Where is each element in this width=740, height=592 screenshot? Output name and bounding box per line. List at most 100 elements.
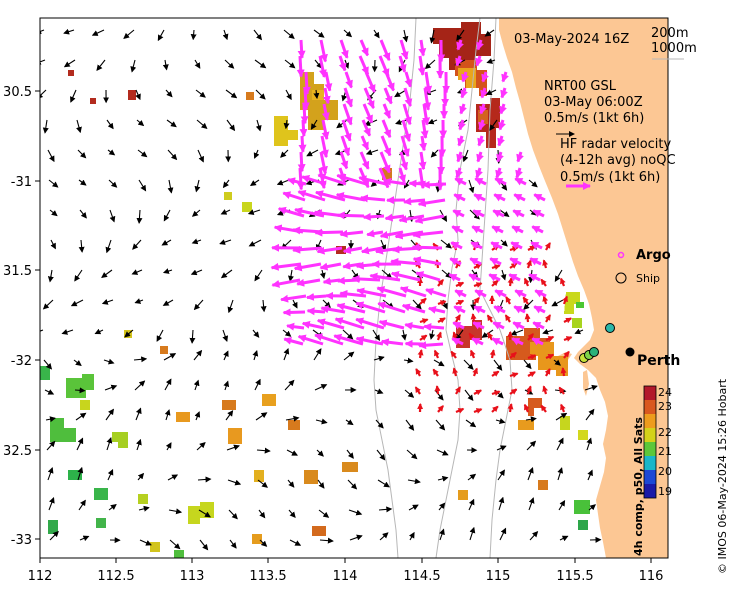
radar-vector: [516, 151, 524, 163]
gsl-vector: [193, 299, 204, 311]
radar-near-vector: [560, 367, 567, 377]
gsl-vector: [284, 59, 296, 69]
gsl-vector: [310, 119, 318, 130]
gsl-vector: [166, 119, 177, 128]
radar-vector: [319, 151, 328, 175]
gsl-vector: [135, 89, 141, 101]
radar-near-vector: [437, 405, 444, 413]
gsl-vector: [322, 299, 331, 309]
gsl-vector: [256, 447, 271, 454]
gsl-vector: [497, 469, 505, 481]
gsl-vector: [489, 119, 498, 131]
gsl-vector: [247, 209, 261, 215]
radar-vector: [488, 273, 501, 282]
radar-vector: [324, 71, 333, 92]
radar-near-vector: [415, 368, 422, 377]
gsl-vector: [161, 239, 172, 246]
gsl-vector: [50, 239, 56, 250]
gsl-vector: [124, 329, 134, 338]
radar-vector: [452, 321, 465, 330]
radar-near-vector: [507, 403, 514, 413]
radar-near-vector: [545, 335, 555, 342]
gsl-vector: [249, 179, 260, 186]
radar-near-vector: [433, 349, 440, 359]
gsl-vector: [79, 535, 90, 542]
sst-patches: [40, 22, 590, 558]
gsl-vector: [438, 502, 446, 511]
colorbar-tick: 23: [658, 400, 672, 413]
colorbar-tick: 20: [658, 465, 672, 478]
radar-vector: [376, 286, 407, 298]
gsl-vector: [485, 89, 497, 96]
gsl-vector: [345, 419, 354, 426]
gsl-vector: [107, 468, 114, 481]
gsl-vector: [380, 239, 387, 252]
isobath-label-1000m: 1000m: [651, 41, 697, 56]
radar-vector: [453, 193, 466, 202]
gsl-vector: [435, 419, 446, 431]
radar-near-vector: [559, 277, 566, 287]
gsl-vector: [49, 530, 59, 541]
lat-tick: 32.5: [3, 444, 32, 459]
gsl-vector: [137, 472, 145, 481]
gsl-vector: [554, 269, 563, 282]
gsl-vector: [225, 410, 234, 421]
radar-vector: [474, 289, 487, 298]
radar-vector: [302, 71, 311, 95]
radar-near-vector: [558, 386, 565, 395]
gsl-vector: [47, 269, 54, 283]
radar-vector: [340, 135, 351, 157]
gsl-vector: [314, 384, 328, 391]
hf-radar-vector-field: [270, 39, 547, 350]
radar-near-vector: [469, 349, 476, 359]
gsl-vector: [134, 380, 146, 391]
gsl-vector: [253, 29, 263, 41]
radar-vector: [338, 55, 347, 72]
radar-vector: [471, 225, 484, 234]
gsl-vector: [94, 328, 104, 335]
radar-near-vector: [417, 349, 424, 359]
gsl-vector: [75, 412, 87, 421]
gsl-vector: [194, 179, 201, 193]
radar-vector: [425, 287, 447, 298]
radar-vector: [478, 119, 486, 131]
gsl-vector: [557, 467, 564, 481]
gsl-vector: [162, 299, 174, 306]
radar-vector: [492, 321, 505, 330]
radar-vector: [343, 87, 353, 108]
radar-near-vector: [545, 353, 555, 360]
radar-vector: [424, 71, 433, 95]
radar-vector: [459, 103, 467, 115]
radar-vector: [419, 135, 428, 152]
gsl-vector: [427, 118, 438, 125]
gsl-vector: [376, 449, 386, 461]
gsl-vector: [197, 476, 212, 483]
radar-vector: [531, 337, 544, 346]
gsl-vector: [138, 179, 147, 192]
radar-vector: [412, 230, 444, 239]
gsl-vector: [526, 440, 537, 451]
gsl-vector: [109, 209, 116, 223]
gsl-vector: [162, 268, 173, 274]
radar-vector: [364, 71, 376, 93]
gsl-vector: [527, 466, 534, 481]
gsl-vector: [43, 359, 53, 370]
radar-vector: [344, 71, 353, 89]
gsl-vector: [315, 418, 328, 425]
gsl-vector: [283, 119, 290, 130]
gsl-vector: [374, 388, 384, 394]
radar-vector: [355, 301, 386, 314]
gsl-vector: [314, 59, 323, 69]
radar-vector: [342, 103, 353, 126]
radar-vector: [363, 87, 375, 110]
radar-vector: [514, 289, 527, 298]
lon-tick: 114: [333, 569, 358, 584]
gsl-vector: [402, 29, 409, 43]
radar-vector: [306, 307, 326, 316]
radar-vector: [336, 211, 365, 220]
radar-vector: [297, 189, 326, 202]
radar-vector: [359, 151, 370, 170]
isobath-label-200m: 200m: [651, 26, 688, 41]
gsl-vector: [191, 209, 201, 217]
radar-vector: [471, 337, 484, 346]
